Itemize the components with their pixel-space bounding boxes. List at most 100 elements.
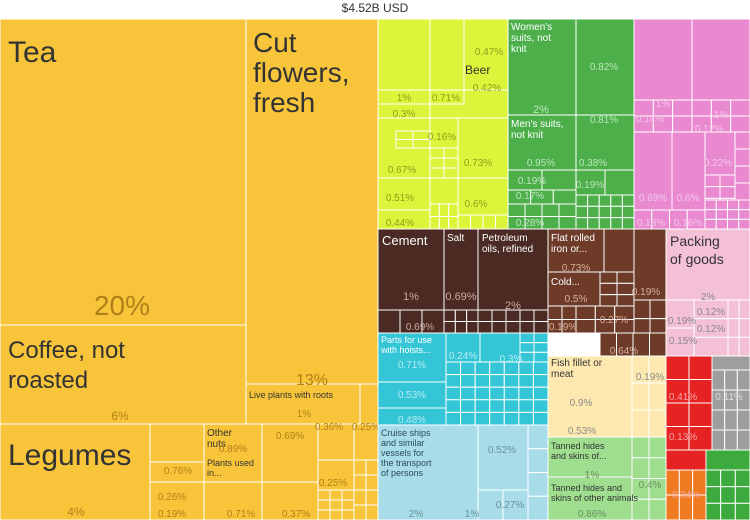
item-label: Tanned hides xyxy=(551,441,605,451)
tile-small-cell xyxy=(329,499,343,511)
item-label: Coffee, not xyxy=(8,337,125,364)
item-label: Fish fillet or xyxy=(551,358,603,369)
tile-green-cell xyxy=(720,486,736,504)
tile-small xyxy=(149,423,205,463)
tile-machinery-cell xyxy=(518,374,534,388)
tile-plastics-cell xyxy=(727,336,740,357)
tile-machinery-cell xyxy=(474,386,491,401)
tile-small-cell xyxy=(341,499,355,511)
tile-small-cell xyxy=(341,489,355,501)
tile-chemicals-cell xyxy=(665,355,690,380)
share-label: 0.71% xyxy=(398,360,426,371)
share-label: 0.36% xyxy=(315,422,343,433)
tile-petroleum xyxy=(477,228,549,311)
tile-machinery-cell xyxy=(474,361,491,376)
tile-green-cell xyxy=(705,502,722,520)
share-label: 0.19% xyxy=(632,287,660,298)
tile-machinery-cell xyxy=(503,399,520,413)
tile-textile-cell xyxy=(552,189,577,205)
item-label: Packing xyxy=(670,233,720,249)
tile-small xyxy=(457,117,509,179)
item-label: Tanned hides and xyxy=(551,483,622,493)
tile-machinery xyxy=(377,381,447,409)
tile-metals-cell xyxy=(633,299,651,320)
tile-metals-cell xyxy=(616,271,635,284)
share-label: 0.9% xyxy=(570,398,593,409)
tile-chemicals-cell xyxy=(688,402,713,427)
share-label: 0.3% xyxy=(500,354,523,365)
tile-minerals-cell xyxy=(443,309,456,322)
tile-gray-cell xyxy=(736,369,750,391)
share-label: 0.27% xyxy=(600,315,628,326)
tile-transport-cell xyxy=(527,448,549,473)
tile-textile-cell xyxy=(587,194,600,207)
item-label: Cut xyxy=(253,27,297,58)
tile-small xyxy=(317,459,355,491)
tile-machinery-cell xyxy=(460,399,476,413)
tile-textile-cell xyxy=(598,194,612,207)
item-label: Parts for use xyxy=(381,335,432,345)
tile-transport-cell xyxy=(527,472,549,497)
tile-hides-cell xyxy=(631,457,650,479)
share-label: 0.12% xyxy=(695,124,723,135)
share-label: 1% xyxy=(656,99,671,110)
tile-small-cell xyxy=(341,509,355,520)
tile-green-cell xyxy=(734,469,750,488)
tile-packing xyxy=(665,228,750,301)
tile-machinery-cell xyxy=(489,411,505,426)
item-label: Men's suits, xyxy=(511,119,563,130)
share-label: 0.73% xyxy=(562,263,590,274)
tile-green-cell xyxy=(720,502,736,520)
tile-textile-cell xyxy=(541,216,560,230)
tile-gray-cell xyxy=(724,409,738,431)
tile-small-cell xyxy=(429,167,445,179)
tile-womens-suits xyxy=(507,19,577,116)
tile-machinery-cell xyxy=(503,411,520,426)
tile-machinery-cell xyxy=(460,374,476,388)
tile-machinery-cell xyxy=(460,361,476,376)
tile-mixed-cell xyxy=(672,115,693,133)
tile-small xyxy=(359,383,379,425)
tile-small-cell xyxy=(377,19,431,91)
share-label: 0.44% xyxy=(386,218,414,229)
item-label: Cold... xyxy=(551,277,580,288)
tile-textile-cell xyxy=(598,217,612,230)
tile-metals-cell xyxy=(561,305,577,320)
tile-machinery-cell xyxy=(518,399,534,413)
item-label: the transport xyxy=(381,458,432,468)
share-label: 2% xyxy=(533,104,549,116)
tile-small-cell xyxy=(438,216,450,230)
share-label: 0.22% xyxy=(704,158,732,169)
tile-small-cell xyxy=(412,139,431,149)
tile-mixed-cell xyxy=(704,209,717,220)
share-label: 0.26% xyxy=(158,492,186,503)
item-label: of goods xyxy=(670,251,724,267)
tile-textile-cell xyxy=(621,194,635,207)
tile-small-cell xyxy=(317,489,331,501)
share-label: 0.28% xyxy=(516,218,544,229)
share-label: 0.64% xyxy=(610,346,638,357)
item-label: Women's xyxy=(511,22,552,33)
tile-textile-cell xyxy=(507,203,526,217)
tile-gray-cell xyxy=(736,429,750,451)
tile-machinery-cell xyxy=(533,342,549,353)
tile-small-cell xyxy=(365,489,379,506)
item-label: oils, refined xyxy=(482,244,533,255)
tile-plants-used xyxy=(203,481,263,520)
tile-mixed-cell xyxy=(730,99,750,117)
share-label: 1% xyxy=(397,93,412,104)
tile-hides-cell xyxy=(648,498,667,520)
tile-gray-cell xyxy=(736,409,750,431)
item-label: of persons xyxy=(381,468,424,478)
share-label: 1% xyxy=(465,509,480,520)
share-label: 0.16% xyxy=(674,218,702,229)
share-label: 0.27% xyxy=(496,500,524,511)
tile-small-cell xyxy=(448,203,459,217)
tile-textile-cell xyxy=(541,203,560,217)
tile-small-cell xyxy=(353,474,367,491)
tile-plastics-cell xyxy=(665,327,695,357)
tile-plastics-cell xyxy=(738,336,750,357)
tile-green-cell xyxy=(720,469,736,488)
share-label: 0.95% xyxy=(527,158,555,169)
tile-metals xyxy=(633,228,667,301)
